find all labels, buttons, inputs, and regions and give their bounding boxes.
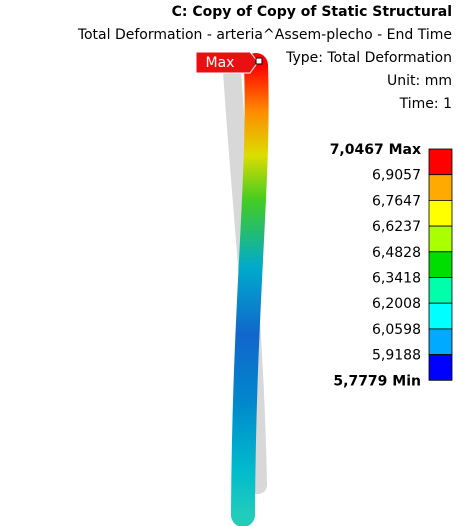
deformed-shape <box>243 65 257 515</box>
legend-label: 5,7779 Min <box>333 373 421 389</box>
legend-label: 6,7647 <box>372 193 421 209</box>
legend-swatch <box>429 355 452 381</box>
legend-swatch <box>429 175 452 201</box>
unit: Unit: mm <box>387 73 452 89</box>
title: C: Copy of Copy of Static Structural <box>172 4 452 20</box>
viewport: Max 7,0467 Max 6,9057 6,7647 6,6237 6,4828 6,… <box>0 0 464 526</box>
legend-label: 6,6237 <box>372 219 421 235</box>
legend-label: 6,3418 <box>372 271 421 287</box>
time: Time: 1 <box>400 96 452 112</box>
legend-label: 6,0598 <box>372 322 421 338</box>
legend-swatch <box>429 226 452 252</box>
legend-swatch <box>429 329 452 355</box>
subtitle: Total Deformation - arteria^Assem-plecho… <box>78 27 452 43</box>
legend-swatch <box>429 149 452 175</box>
legend-swatch <box>429 303 452 329</box>
legend-label: 6,9057 <box>372 168 421 184</box>
legend-swatch <box>429 252 452 278</box>
probe-point <box>256 58 262 64</box>
legend-label: 7,0467 Max <box>330 142 421 158</box>
legend: 7,0467 Max 6,9057 6,7647 6,6237 6,4828 6,3418… <box>330 142 452 389</box>
legend-swatch <box>429 278 452 304</box>
legend-label: 6,2008 <box>372 296 421 312</box>
legend-swatch <box>429 200 452 226</box>
legend-label: 5,9188 <box>372 348 421 364</box>
result-type: Type: Total Deformation <box>286 50 452 66</box>
legend-label: 6,4828 <box>372 245 421 261</box>
probe-label: Max <box>206 55 235 71</box>
